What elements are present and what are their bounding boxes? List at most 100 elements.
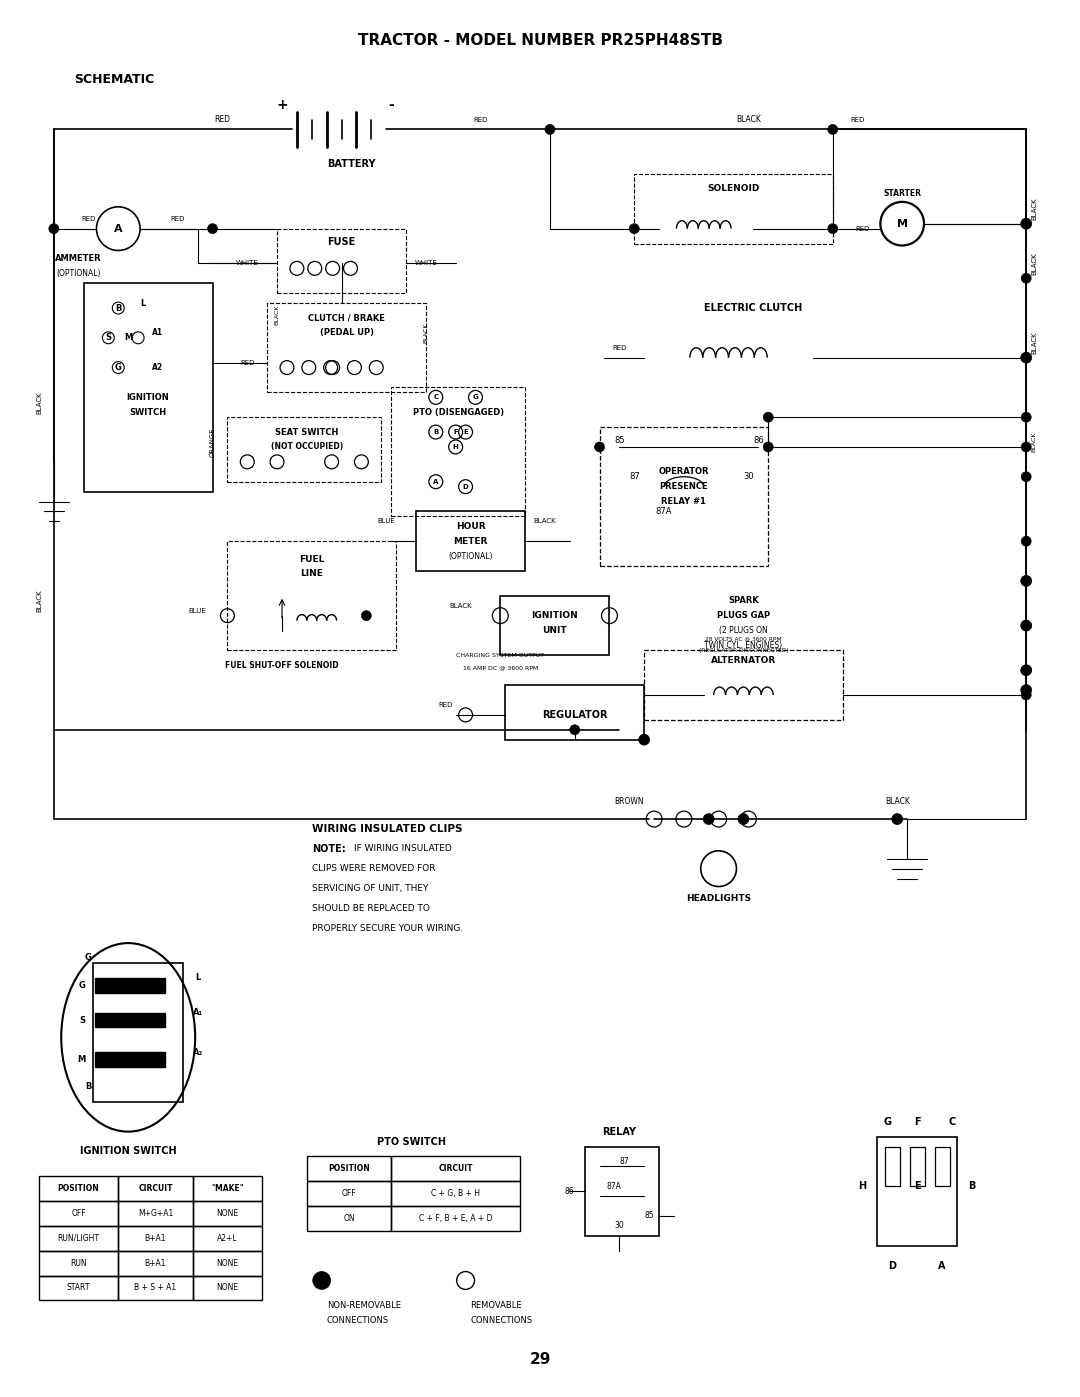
Text: ON: ON: [343, 1214, 355, 1222]
Text: SCHEMATIC: SCHEMATIC: [73, 73, 153, 87]
Circle shape: [630, 224, 639, 233]
Bar: [192, 1275, 262, 1301]
Text: BLACK: BLACK: [1031, 197, 1037, 221]
Text: 86: 86: [753, 436, 764, 444]
Circle shape: [764, 441, 773, 451]
Circle shape: [207, 224, 217, 233]
Text: CIRCUIT: CIRCUIT: [138, 1185, 173, 1193]
Text: A₁: A₁: [192, 1009, 203, 1017]
Text: 87A: 87A: [607, 1182, 622, 1190]
Circle shape: [49, 224, 58, 233]
Text: RED: RED: [240, 359, 255, 366]
Text: 87: 87: [620, 1157, 630, 1166]
Text: TWIN CYL. ENGINES): TWIN CYL. ENGINES): [704, 641, 783, 650]
Bar: [886, 1147, 901, 1186]
Text: CHARGING SYSTEM OUTPUT: CHARGING SYSTEM OUTPUT: [456, 652, 544, 658]
Bar: [267, 303, 426, 393]
Text: FUEL SHUT-OFF SOLENOID: FUEL SHUT-OFF SOLENOID: [226, 661, 339, 669]
Circle shape: [638, 735, 650, 745]
Text: B: B: [85, 1083, 92, 1091]
Bar: [119, 1201, 192, 1227]
Text: BLACK: BLACK: [1031, 251, 1037, 275]
Text: NONE: NONE: [216, 1284, 239, 1292]
Circle shape: [1022, 536, 1031, 546]
Circle shape: [1021, 218, 1031, 229]
Text: M: M: [124, 334, 133, 342]
Text: PLUGS GAP: PLUGS GAP: [717, 610, 770, 620]
Bar: [505, 685, 644, 739]
Text: RED: RED: [850, 116, 865, 123]
Circle shape: [570, 725, 580, 735]
Text: SEAT SWITCH: SEAT SWITCH: [275, 427, 338, 437]
Text: PTO (DISENGAGED): PTO (DISENGAGED): [413, 408, 504, 416]
Text: S: S: [80, 1016, 85, 1024]
Bar: [39, 1250, 119, 1275]
Circle shape: [1021, 665, 1031, 676]
Text: BLACK: BLACK: [36, 590, 42, 612]
Text: 16 AMP DC @ 3600 RPM: 16 AMP DC @ 3600 RPM: [462, 666, 538, 671]
Text: RELAY #1: RELAY #1: [661, 497, 706, 506]
Text: CIRCUIT: CIRCUIT: [438, 1164, 473, 1173]
Bar: [391, 1182, 521, 1206]
Text: B: B: [116, 303, 121, 313]
Text: 30: 30: [615, 1221, 624, 1231]
Circle shape: [1021, 576, 1031, 587]
Bar: [228, 541, 396, 651]
Text: G: G: [79, 981, 85, 989]
Circle shape: [313, 1271, 330, 1289]
Text: RELAY: RELAY: [603, 1126, 636, 1137]
Text: G: G: [473, 394, 478, 401]
Bar: [416, 511, 525, 571]
Text: RED: RED: [81, 215, 96, 222]
Bar: [95, 1013, 165, 1027]
Circle shape: [1022, 441, 1031, 451]
Text: STARTER: STARTER: [883, 190, 921, 198]
Text: WIRING INSULATED CLIPS: WIRING INSULATED CLIPS: [312, 824, 462, 834]
Circle shape: [764, 412, 773, 422]
Bar: [307, 1206, 391, 1231]
Text: ORANGE: ORANGE: [210, 427, 216, 457]
Text: WHITE: WHITE: [415, 260, 437, 267]
Bar: [192, 1250, 262, 1275]
Text: BLACK: BLACK: [1031, 331, 1037, 353]
Text: PROPERLY SECURE YOUR WIRING.: PROPERLY SECURE YOUR WIRING.: [312, 923, 463, 933]
Text: H: H: [859, 1182, 866, 1192]
Text: BLACK: BLACK: [449, 602, 472, 609]
Text: 28 VOLTS AC @ 3600 RPM: 28 VOLTS AC @ 3600 RPM: [705, 636, 782, 641]
Text: B+A1: B+A1: [145, 1259, 166, 1267]
Text: FUSE: FUSE: [327, 236, 355, 246]
Circle shape: [1021, 685, 1031, 696]
Text: ELECTRIC CLUTCH: ELECTRIC CLUTCH: [704, 303, 802, 313]
Text: RED: RED: [473, 116, 488, 123]
Text: IF WIRING INSULATED: IF WIRING INSULATED: [354, 844, 453, 854]
Bar: [634, 175, 833, 243]
Text: CONNECTIONS: CONNECTIONS: [326, 1316, 389, 1324]
Bar: [119, 1176, 192, 1201]
Circle shape: [1022, 690, 1031, 700]
Circle shape: [1021, 352, 1031, 363]
Text: OFF: OFF: [71, 1208, 86, 1218]
Text: 86: 86: [565, 1186, 575, 1196]
Bar: [192, 1227, 262, 1250]
Text: FUEL: FUEL: [299, 555, 324, 563]
Circle shape: [827, 224, 838, 233]
Bar: [584, 1147, 659, 1236]
Text: HOUR: HOUR: [456, 522, 485, 531]
Text: A: A: [433, 479, 438, 485]
Circle shape: [1022, 620, 1031, 630]
Bar: [95, 978, 165, 993]
Text: A: A: [114, 224, 123, 233]
Text: IGNITION: IGNITION: [531, 610, 578, 620]
Bar: [599, 427, 768, 566]
Bar: [500, 595, 609, 655]
Text: OPERATOR: OPERATOR: [659, 467, 710, 476]
Text: SHOULD BE REPLACED TO: SHOULD BE REPLACED TO: [312, 904, 430, 912]
Text: RUN: RUN: [70, 1259, 86, 1267]
Text: LINE: LINE: [300, 570, 323, 578]
Text: H: H: [453, 444, 459, 450]
Text: POSITION: POSITION: [328, 1164, 369, 1173]
Text: (2 PLUGS ON: (2 PLUGS ON: [719, 626, 768, 636]
Text: BLUE: BLUE: [189, 608, 206, 613]
Text: BLACK: BLACK: [534, 518, 556, 524]
Bar: [192, 1201, 262, 1227]
